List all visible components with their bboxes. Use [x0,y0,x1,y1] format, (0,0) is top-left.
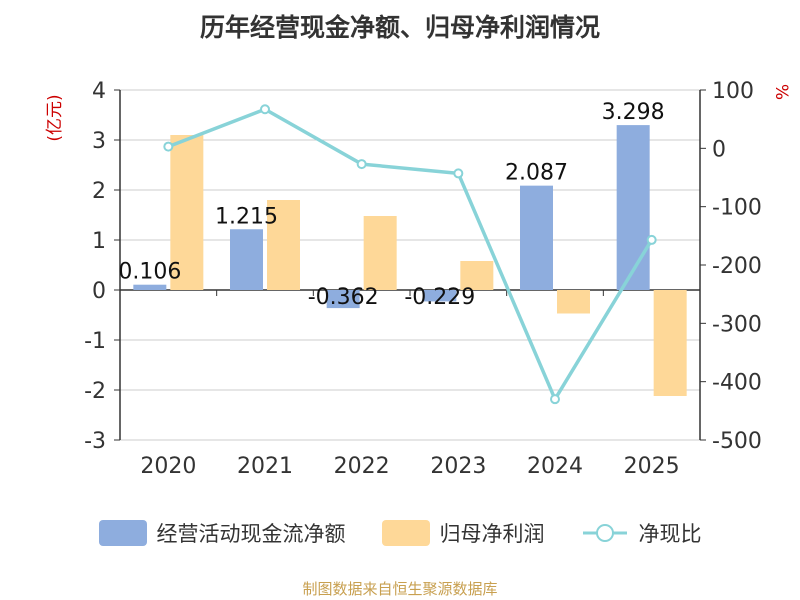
x-tick-label: 2024 [527,454,583,479]
ratio-point [453,168,464,179]
data-label-cash-flow: -0.362 [308,285,379,310]
x-tick-label: 2020 [140,454,196,479]
bar-net-profit [557,290,590,314]
ratio-point [646,234,657,245]
right-tick-label: -200 [712,254,762,279]
left-tick-label: 3 [92,129,106,154]
ratio-point [356,159,367,170]
right-tick-label: -100 [712,196,762,221]
x-tick-label: 2022 [334,454,390,479]
legend-item-net-profit[interactable]: 归母净利润 [381,518,545,548]
left-tick-label: -3 [84,429,106,454]
right-tick-label: 100 [712,79,754,104]
bar-cash-flow [230,229,263,290]
chart-title: 历年经营现金净额、归母净利润情况 [199,13,600,42]
legend-item-ratio[interactable]: 净现比 [581,518,702,548]
legend-label-cash-flow: 经营活动现金流净额 [156,522,346,546]
bar-cash-flow [133,284,167,290]
bar-net-profit [267,200,300,290]
legend-label-net-profit: 归母净利润 [439,522,545,546]
data-label-cash-flow: 0.106 [118,260,181,285]
bar-cash-flow [423,290,457,302]
data-label-cash-flow: 1.215 [215,204,278,229]
bar-net-profit [460,261,494,290]
ratio-point [550,394,560,405]
x-tick-label: 2025 [624,454,680,479]
bar-cash-flow [326,290,360,309]
bar-net-profit [170,135,204,290]
left-tick-label: -2 [84,379,106,404]
legend-swatch-cash-flow [98,520,147,546]
source-note: 制图数据来自恒生聚源数据库 [302,580,498,598]
bar-net-profit [363,216,397,290]
right-tick-label: -500 [712,429,762,454]
x-tick-label: 2023 [430,454,486,479]
right-tick-label: 0 [712,137,726,162]
left-axis-unit: (亿元) [45,94,65,141]
right-axis-unit: % [771,84,791,100]
data-label-cash-flow: -0.229 [404,285,475,310]
left-tick-label: -1 [84,329,106,354]
ratio-point [163,141,174,152]
legend-swatch-net-profit [381,520,430,546]
x-tick-label: 2021 [237,454,293,479]
legend-item-cash-flow[interactable]: 经营活动现金流净额 [98,518,346,548]
data-label-cash-flow: 3.298 [602,100,665,125]
legend-swatch-ratio [582,524,627,542]
legend: 经营活动现金流净额 归母净利润 净现比 [0,518,800,548]
left-tick-label: 4 [92,79,106,104]
bar-net-profit [653,290,687,396]
left-tick-label: 2 [92,179,106,204]
data-label-cash-flow: 2.087 [505,161,568,186]
bar-cash-flow [616,125,650,290]
bar-cash-flow [520,185,553,290]
right-tick-label: -300 [712,312,762,337]
left-tick-label: 1 [92,229,106,254]
left-tick-label: 0 [92,279,106,304]
right-tick-label: -400 [712,371,762,396]
ratio-point [260,104,270,115]
ratio-line [167,107,654,401]
legend-label-ratio: 净现比 [638,522,702,546]
